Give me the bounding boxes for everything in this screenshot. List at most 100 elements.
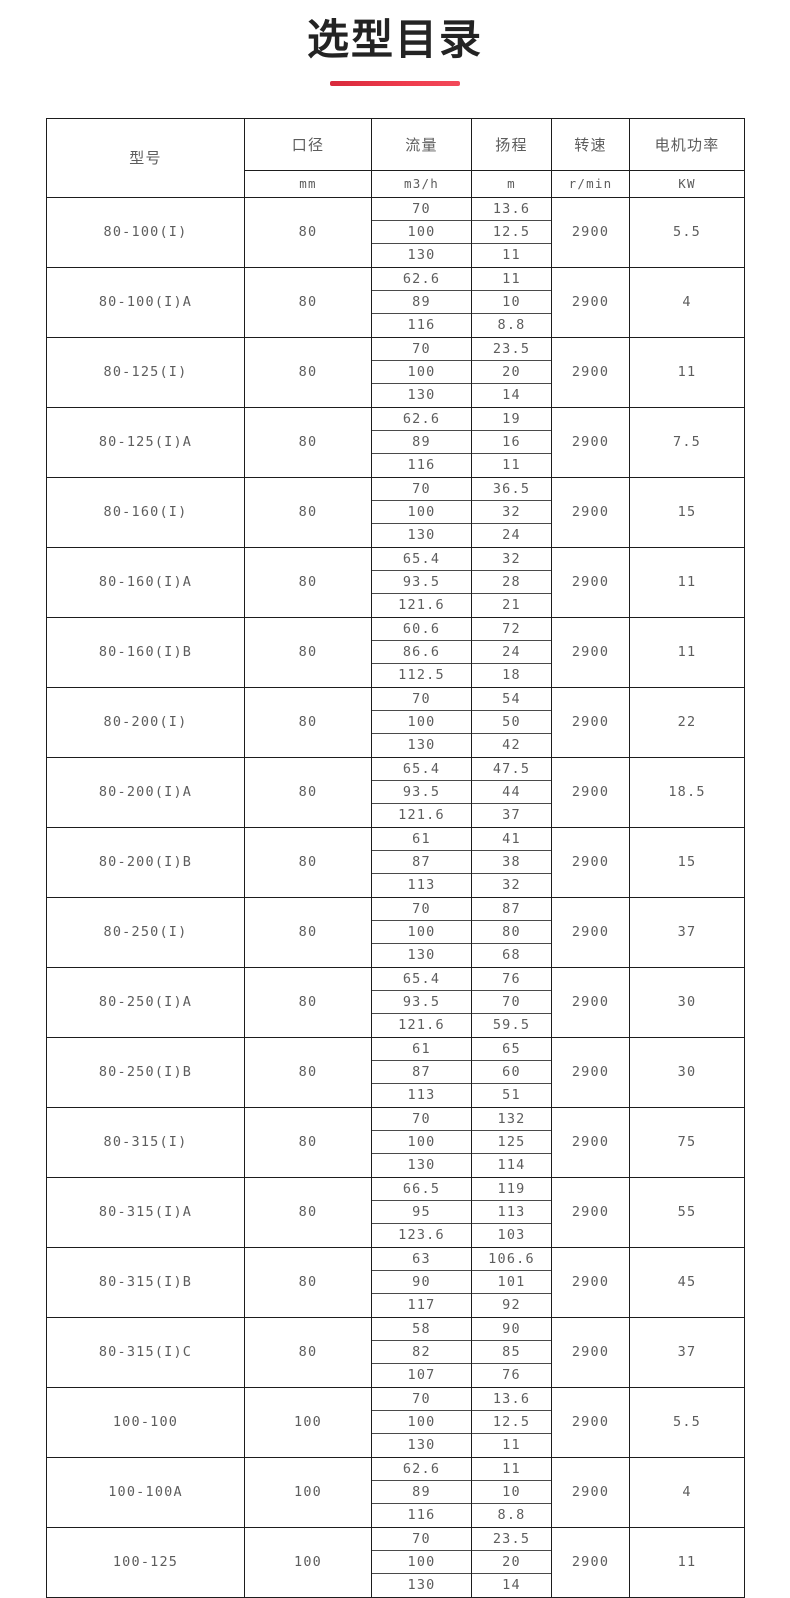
cell-flow-value: 70 bbox=[372, 337, 471, 361]
cell-head-value: 23.5 bbox=[472, 337, 551, 361]
cell-flow-value: 66.5 bbox=[372, 1177, 471, 1201]
cell-head-value: 11 bbox=[502, 457, 521, 474]
column-header-bore: 口径 bbox=[244, 117, 372, 171]
cell-head-value: 114 bbox=[497, 1157, 526, 1174]
cell-bore: 80 bbox=[244, 1106, 372, 1178]
cell-head-value: 90 bbox=[472, 1317, 551, 1341]
cell-model: 80-250(I)B bbox=[46, 1036, 245, 1108]
cell-power: 15 bbox=[629, 826, 745, 898]
cell-speed: 2900 bbox=[551, 616, 630, 688]
cell-flow-value: 93.5 bbox=[372, 780, 471, 804]
column-unit-power: KW bbox=[629, 169, 745, 198]
cell-head-value: 32 bbox=[472, 547, 551, 571]
cell-speed: 2900 bbox=[551, 1456, 630, 1528]
column-header-flow: 流量 bbox=[371, 117, 472, 171]
cell-flow-value: 100 bbox=[372, 920, 471, 944]
cell-flow-value: 116 bbox=[407, 457, 436, 474]
cell-head-value: 11 bbox=[472, 267, 551, 291]
table-row: 80-315(I)A 80 66.5 95 123.6 119 113 103 2900 55 bbox=[46, 1176, 745, 1248]
header-row-units: mm m3/h m r/min KW bbox=[47, 169, 745, 198]
cell-flow-value: 93.5 bbox=[372, 990, 471, 1014]
cell-head-value: 106.6 bbox=[472, 1247, 551, 1271]
cell-power: 7.5 bbox=[629, 406, 745, 478]
cell-flow-value: 130 bbox=[407, 1437, 436, 1454]
cell-flow: 61 87 113 bbox=[371, 826, 472, 898]
cell-head-value: 14 bbox=[502, 387, 521, 404]
table-row: 80-315(I)B 80 63 90 117 106.6 101 92 2900 45 bbox=[46, 1246, 745, 1318]
cell-head-value: 32 bbox=[472, 500, 551, 524]
cell-head-value: 11 bbox=[502, 1437, 521, 1454]
cell-head: 32 28 21 bbox=[471, 546, 552, 618]
cell-flow-value: 70 bbox=[372, 897, 471, 921]
cell-model: 100-125 bbox=[46, 1526, 245, 1598]
cell-flow-value: 100 bbox=[372, 1410, 471, 1434]
table-row: 80-200(I)B 80 61 87 113 41 38 32 2900 15 bbox=[46, 826, 745, 898]
cell-head: 87 80 68 bbox=[471, 896, 552, 968]
table-header: 型号 口径 流量 扬程 转速 电机功率 mm m3/h m r/min KW bbox=[46, 117, 745, 198]
cell-flow: 58 82 107 bbox=[371, 1316, 472, 1388]
cell-head: 90 85 76 bbox=[471, 1316, 552, 1388]
cell-head-value: 8.8 bbox=[497, 317, 526, 334]
cell-flow-value: 58 bbox=[372, 1317, 471, 1341]
cell-bore: 100 bbox=[244, 1386, 372, 1458]
cell-flow-value: 130 bbox=[407, 1157, 436, 1174]
cell-flow-value: 95 bbox=[372, 1200, 471, 1224]
table-row: 80-315(I) 80 70 100 130 132 125 114 2900 75 bbox=[46, 1106, 745, 1178]
cell-model: 100-100 bbox=[46, 1386, 245, 1458]
cell-bore: 80 bbox=[244, 896, 372, 968]
title-underline-rule bbox=[330, 80, 460, 86]
cell-head-value: 87 bbox=[472, 897, 551, 921]
cell-head-value: 72 bbox=[472, 617, 551, 641]
cell-head-value: 119 bbox=[472, 1177, 551, 1201]
cell-head-value: 68 bbox=[502, 947, 521, 964]
cell-flow-value: 121.6 bbox=[398, 597, 445, 614]
cell-head-value: 13.6 bbox=[472, 197, 551, 221]
cell-model: 80-100(I)A bbox=[46, 266, 245, 338]
cell-head-value: 51 bbox=[502, 1087, 521, 1104]
page-title: 选型目录 bbox=[306, 15, 483, 64]
cell-model: 80-200(I)A bbox=[46, 756, 245, 828]
cell-head-value: 132 bbox=[472, 1107, 551, 1131]
cell-head: 72 24 18 bbox=[471, 616, 552, 688]
cell-head: 76 70 59.5 bbox=[471, 966, 552, 1038]
cell-speed: 2900 bbox=[551, 826, 630, 898]
cell-model: 100-100A bbox=[46, 1456, 245, 1528]
table-row: 80-160(I)B 80 60.6 86.6 112.5 72 24 18 2900 11 bbox=[46, 616, 745, 688]
cell-flow-value: 116 bbox=[407, 1507, 436, 1524]
cell-speed: 2900 bbox=[551, 406, 630, 478]
cell-head-value: 42 bbox=[502, 737, 521, 754]
cell-bore: 80 bbox=[244, 406, 372, 478]
cell-head-value: 50 bbox=[472, 710, 551, 734]
cell-flow: 65.4 93.5 121.6 bbox=[371, 966, 472, 1038]
cell-flow-value: 87 bbox=[372, 850, 471, 874]
cell-model: 80-315(I)C bbox=[46, 1316, 245, 1388]
cell-head-value: 10 bbox=[472, 290, 551, 314]
cell-model: 80-250(I) bbox=[46, 896, 245, 968]
cell-flow-value: 60.6 bbox=[372, 617, 471, 641]
cell-power: 5.5 bbox=[629, 1386, 745, 1458]
cell-flow-value: 113 bbox=[407, 877, 436, 894]
cell-head-value: 85 bbox=[472, 1340, 551, 1364]
table-row: 80-125(I)A 80 62.6 89 116 19 16 11 2900 7.5 bbox=[46, 406, 745, 478]
cell-head: 13.6 12.5 11 bbox=[471, 1386, 552, 1458]
selection-catalog-table: 型号 口径 流量 扬程 转速 电机功率 mm m3/h m r/min KW 8… bbox=[46, 117, 745, 1598]
cell-model: 80-200(I)B bbox=[46, 826, 245, 898]
cell-flow-value: 65.4 bbox=[372, 967, 471, 991]
cell-flow-value: 62.6 bbox=[372, 1457, 471, 1481]
cell-flow: 60.6 86.6 112.5 bbox=[371, 616, 472, 688]
cell-flow-value: 100 bbox=[372, 360, 471, 384]
cell-head-value: 28 bbox=[472, 570, 551, 594]
cell-model: 80-250(I)A bbox=[46, 966, 245, 1038]
cell-flow-value: 89 bbox=[372, 290, 471, 314]
cell-head-value: 32 bbox=[502, 877, 521, 894]
cell-flow-value: 63 bbox=[372, 1247, 471, 1271]
cell-head-value: 37 bbox=[502, 807, 521, 824]
table-row: 80-250(I) 80 70 100 130 87 80 68 2900 37 bbox=[46, 896, 745, 968]
cell-flow: 63 90 117 bbox=[371, 1246, 472, 1318]
cell-flow-value: 65.4 bbox=[372, 757, 471, 781]
cell-speed: 2900 bbox=[551, 686, 630, 758]
cell-flow-value: 130 bbox=[407, 387, 436, 404]
cell-speed: 2900 bbox=[551, 1316, 630, 1388]
cell-head-value: 21 bbox=[502, 597, 521, 614]
cell-power: 11 bbox=[629, 1526, 745, 1598]
